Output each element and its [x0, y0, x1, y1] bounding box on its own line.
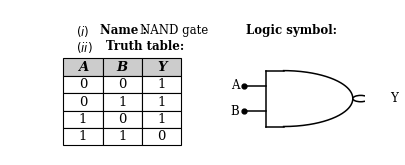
- Text: Truth table:: Truth table:: [106, 40, 183, 53]
- FancyBboxPatch shape: [63, 58, 102, 76]
- FancyBboxPatch shape: [63, 76, 102, 94]
- Text: 1: 1: [157, 78, 166, 91]
- Text: $(ii)$: $(ii)$: [76, 40, 92, 55]
- FancyBboxPatch shape: [102, 128, 142, 145]
- Text: 0: 0: [79, 78, 87, 91]
- Text: Logic symbol:: Logic symbol:: [245, 24, 336, 37]
- FancyBboxPatch shape: [63, 128, 102, 145]
- Text: B: B: [116, 61, 128, 74]
- FancyBboxPatch shape: [63, 111, 102, 128]
- Text: 1: 1: [79, 130, 87, 143]
- Text: Name :: Name :: [99, 24, 146, 37]
- Text: 1: 1: [157, 113, 166, 126]
- Text: 0: 0: [118, 113, 126, 126]
- Text: 0: 0: [79, 96, 87, 109]
- FancyBboxPatch shape: [142, 128, 181, 145]
- Text: 1: 1: [157, 96, 166, 109]
- Text: 0: 0: [118, 78, 126, 91]
- Text: NAND gate: NAND gate: [140, 24, 208, 37]
- FancyBboxPatch shape: [63, 94, 102, 111]
- Text: A: A: [78, 61, 88, 74]
- Text: 1: 1: [118, 96, 126, 109]
- Text: B: B: [230, 105, 239, 118]
- FancyBboxPatch shape: [102, 76, 142, 94]
- Circle shape: [352, 95, 368, 102]
- Text: 1: 1: [118, 130, 126, 143]
- Text: A: A: [230, 80, 239, 93]
- FancyBboxPatch shape: [142, 58, 181, 76]
- FancyBboxPatch shape: [102, 58, 142, 76]
- Text: 0: 0: [157, 130, 166, 143]
- FancyBboxPatch shape: [142, 76, 181, 94]
- FancyBboxPatch shape: [142, 111, 181, 128]
- Text: Y: Y: [156, 61, 166, 74]
- FancyBboxPatch shape: [142, 94, 181, 111]
- Text: $(i)$: $(i)$: [76, 24, 89, 39]
- Text: 1: 1: [79, 113, 87, 126]
- FancyBboxPatch shape: [102, 94, 142, 111]
- Text: Y: Y: [390, 92, 397, 105]
- FancyBboxPatch shape: [102, 111, 142, 128]
